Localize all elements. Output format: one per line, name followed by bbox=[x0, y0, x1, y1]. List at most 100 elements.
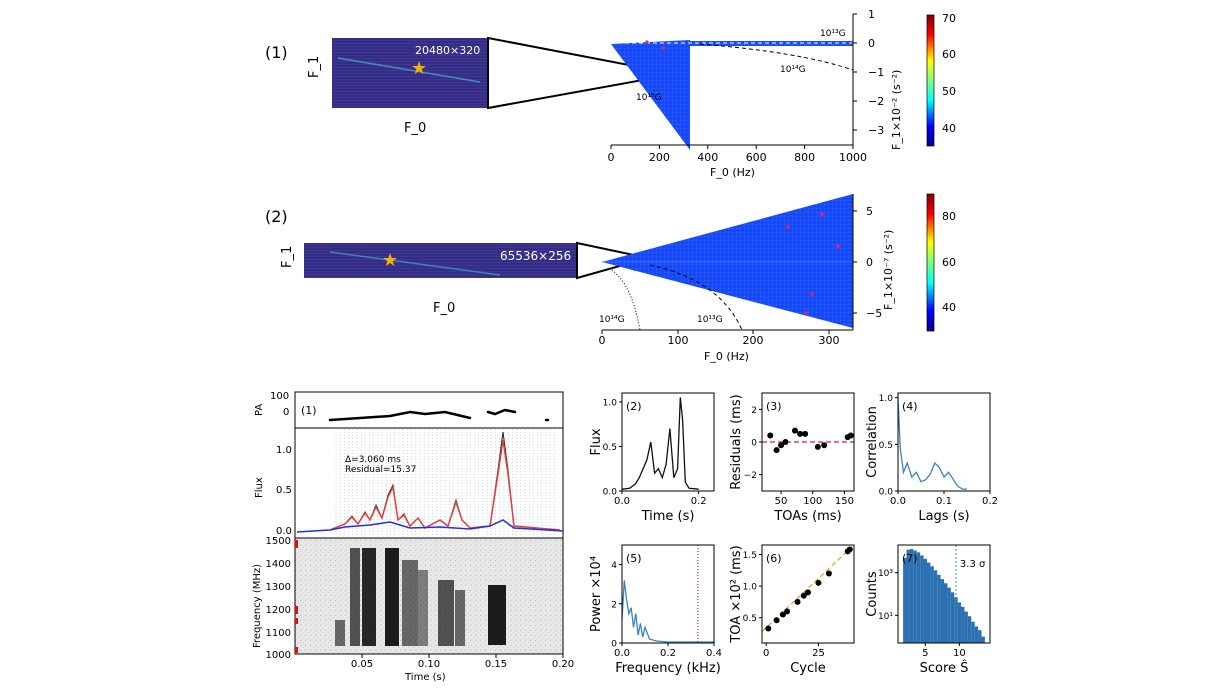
small-chart-7: 3.3 σ (7) 5 10 10¹ 10³ Score Ŝ Counts bbox=[865, 544, 991, 676]
spectrogram-y-tick: 1300 bbox=[266, 582, 291, 593]
y-tick-label: 4 bbox=[611, 561, 617, 571]
axes-frame bbox=[761, 544, 855, 644]
panel-label: (2) bbox=[626, 400, 642, 413]
line-series bbox=[622, 580, 714, 643]
middle-dashed-curve bbox=[649, 264, 743, 331]
scatter-point bbox=[765, 625, 772, 632]
top-inset-star: ★ bbox=[411, 58, 427, 79]
middle-colorbar-tick: 80 bbox=[942, 210, 956, 223]
top-dashed-curve bbox=[699, 43, 854, 71]
panel-label: (6) bbox=[766, 552, 782, 565]
flux-annotation-residual: Residual=15.37 bbox=[345, 465, 416, 475]
threshold-label: 3.3 σ bbox=[960, 559, 986, 570]
axes-frame bbox=[897, 544, 991, 644]
top-inset-f0-label: F_0 bbox=[404, 121, 426, 136]
middle-chart: 10¹⁴G 10¹³G 0 100 200 300 5 0 −5 F_0 (Hz) F_1… bbox=[599, 194, 895, 363]
spectrogram-x-tick-label: 0.05 bbox=[351, 659, 373, 670]
middle-red-dot bbox=[820, 212, 824, 216]
scatter-point bbox=[794, 598, 801, 605]
flux-ytick: 0.0 bbox=[276, 526, 292, 537]
spectrogram-x-tick-label: 0.20 bbox=[552, 659, 574, 670]
spectrogram-y-tick: 1500 bbox=[266, 536, 291, 547]
line-series bbox=[898, 397, 967, 490]
histogram-bar bbox=[944, 583, 948, 643]
histogram-bar bbox=[967, 616, 972, 643]
x-axis-label: Frequency (kHz) bbox=[615, 661, 721, 676]
middle-red-dot bbox=[836, 244, 840, 248]
histogram-bar bbox=[923, 558, 927, 643]
panel-label: (4) bbox=[902, 400, 918, 413]
y-tick-label: 0.0 bbox=[603, 488, 618, 498]
y-tick-label: 0.5 bbox=[603, 443, 617, 453]
histogram-bar bbox=[903, 557, 907, 643]
spectrogram-red-flag bbox=[295, 647, 298, 653]
middle-x-tick-label: 0 bbox=[599, 334, 606, 347]
x-tick-label: 0.4 bbox=[706, 648, 722, 659]
histogram-bar bbox=[926, 562, 931, 643]
middle-annotation-13g: 10¹³G bbox=[697, 315, 723, 325]
histogram-bar bbox=[961, 606, 965, 643]
x-tick-label: 100 bbox=[803, 496, 822, 507]
pa-axes bbox=[294, 391, 564, 429]
histogram-bar bbox=[964, 611, 968, 643]
y-tick-label: 2 bbox=[611, 600, 617, 610]
histogram-bar bbox=[971, 621, 975, 643]
spectrogram-x-ticks: 0.05 0.10 0.15 0.20 bbox=[351, 654, 574, 670]
x-axis-label: Time (s) bbox=[641, 509, 695, 524]
middle-panel: (2) ★ 65536×256 F_1 F_0 10¹⁴G 10¹³G 0 100… bbox=[265, 193, 956, 363]
top-panel-label: (1) bbox=[265, 43, 288, 62]
histogram-bar bbox=[937, 574, 941, 643]
top-x-axis-label: F_0 (Hz) bbox=[710, 166, 755, 179]
spectrogram-x-tick-label: 0.15 bbox=[485, 659, 507, 670]
y-tick-label: 0.0 bbox=[879, 488, 894, 498]
spectrogram-red-flag bbox=[295, 540, 298, 548]
top-x-tick-label: 0 bbox=[608, 151, 615, 164]
middle-red-dot bbox=[804, 311, 808, 315]
histogram-bar bbox=[916, 552, 921, 643]
spectrogram-red-flag bbox=[295, 606, 298, 614]
spectrogram-y-ticks: 1500 1400 1300 1200 1100 1000 bbox=[266, 536, 291, 661]
histogram-bar bbox=[978, 630, 982, 643]
middle-colorbar-bar bbox=[926, 193, 935, 332]
flux-axes bbox=[294, 427, 564, 539]
top-colorbar-tick: 40 bbox=[942, 122, 956, 135]
top-inset-streak bbox=[337, 57, 481, 83]
middle-inset-streak bbox=[329, 251, 501, 276]
x-tick-label: 50 bbox=[775, 496, 788, 507]
x-tick-label: 0.0 bbox=[614, 496, 630, 507]
panel-label: (3) bbox=[766, 400, 782, 413]
scatter-point bbox=[802, 430, 809, 437]
scatter-point bbox=[773, 447, 780, 454]
spectrogram-x-tick-label: 0.10 bbox=[418, 659, 440, 670]
x-axis-label: TOAs (ms) bbox=[773, 509, 841, 524]
pa-y-label: PA bbox=[254, 404, 265, 416]
scatter-point bbox=[847, 432, 854, 439]
top-annotation-15g: 10¹⁵G bbox=[636, 93, 662, 103]
x-tick-label: 150 bbox=[835, 496, 854, 507]
y-tick-label: 0.5 bbox=[879, 441, 893, 451]
x-tick-label: 0.2 bbox=[691, 496, 707, 507]
pa-points bbox=[328, 408, 550, 422]
scatter-point bbox=[825, 570, 832, 577]
histogram-bar bbox=[930, 566, 934, 643]
top-inset-image bbox=[332, 38, 488, 108]
top-y-axis-label: F_1×10⁻² (s⁻²) bbox=[890, 70, 903, 150]
small-chart-2: (2) 0.0 0.2 0.0 0.5 1.0 Time (s) Flux bbox=[589, 392, 715, 524]
x-axis-label: Lags (s) bbox=[918, 509, 969, 524]
scatter-point bbox=[815, 579, 822, 586]
small-chart-4: (4) 0.0 0.1 0.2 0.0 0.5 1.0 Lags (s) Correlation bbox=[865, 392, 998, 524]
y-axis-label: Flux bbox=[589, 428, 604, 455]
small-chart-5: (5) 0.0 0.2 0.4 0 2 4 Frequency (kHz) Power ×10⁴ bbox=[589, 544, 722, 676]
pa-panel-label: (1) bbox=[301, 404, 317, 417]
top-red-dot bbox=[645, 40, 649, 44]
y-tick-label: 1.0 bbox=[743, 583, 758, 593]
histogram-bar bbox=[920, 555, 924, 643]
spectrogram-y-tick: 1400 bbox=[266, 559, 291, 570]
middle-colorbar-tick: 60 bbox=[942, 256, 956, 269]
top-x-tick-label: 1000 bbox=[839, 151, 867, 164]
scatter-point bbox=[846, 546, 853, 553]
pa-ytick: 0 bbox=[283, 407, 289, 418]
small-chart-3: (3) 50 100 150 2 0 −2 TOAs (ms) Residuals (ms) bbox=[729, 392, 855, 524]
top-y-ticks: 1 0 −1 −2 −3 bbox=[853, 8, 884, 137]
flux-y-label: Flux bbox=[254, 477, 265, 498]
